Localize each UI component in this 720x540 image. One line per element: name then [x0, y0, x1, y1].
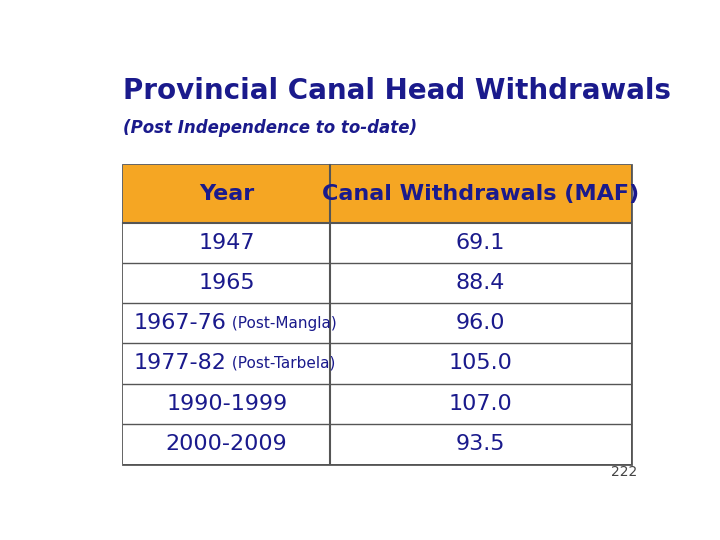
- Text: Provincial Canal Head Withdrawals: Provincial Canal Head Withdrawals: [124, 77, 672, 105]
- Text: Canal Withdrawals (MAF): Canal Withdrawals (MAF): [322, 184, 639, 204]
- Text: 88.4: 88.4: [456, 273, 505, 293]
- Text: 222: 222: [611, 464, 637, 478]
- Text: (Post Independence to to-date): (Post Independence to to-date): [124, 119, 418, 137]
- Text: 107.0: 107.0: [449, 394, 513, 414]
- Text: 1967-76: 1967-76: [134, 313, 227, 333]
- Text: 105.0: 105.0: [449, 354, 513, 374]
- Bar: [124, 424, 631, 464]
- Text: 1990-1999: 1990-1999: [166, 394, 287, 414]
- Text: 69.1: 69.1: [456, 233, 505, 253]
- Bar: [124, 303, 631, 343]
- Bar: [124, 165, 631, 464]
- Text: 93.5: 93.5: [456, 434, 505, 454]
- Bar: [124, 263, 631, 303]
- Text: 96.0: 96.0: [456, 313, 505, 333]
- Bar: [124, 343, 631, 383]
- Text: 1965: 1965: [199, 273, 255, 293]
- Text: 1947: 1947: [199, 233, 255, 253]
- Bar: [124, 165, 631, 223]
- Bar: [124, 223, 631, 263]
- Text: 2000-2009: 2000-2009: [166, 434, 287, 454]
- Text: (Post-Tarbela): (Post-Tarbela): [227, 356, 335, 371]
- Text: 1977-82: 1977-82: [134, 354, 227, 374]
- Bar: [124, 383, 631, 424]
- Text: Year: Year: [199, 184, 254, 204]
- Text: (Post-Mangla): (Post-Mangla): [227, 316, 336, 331]
